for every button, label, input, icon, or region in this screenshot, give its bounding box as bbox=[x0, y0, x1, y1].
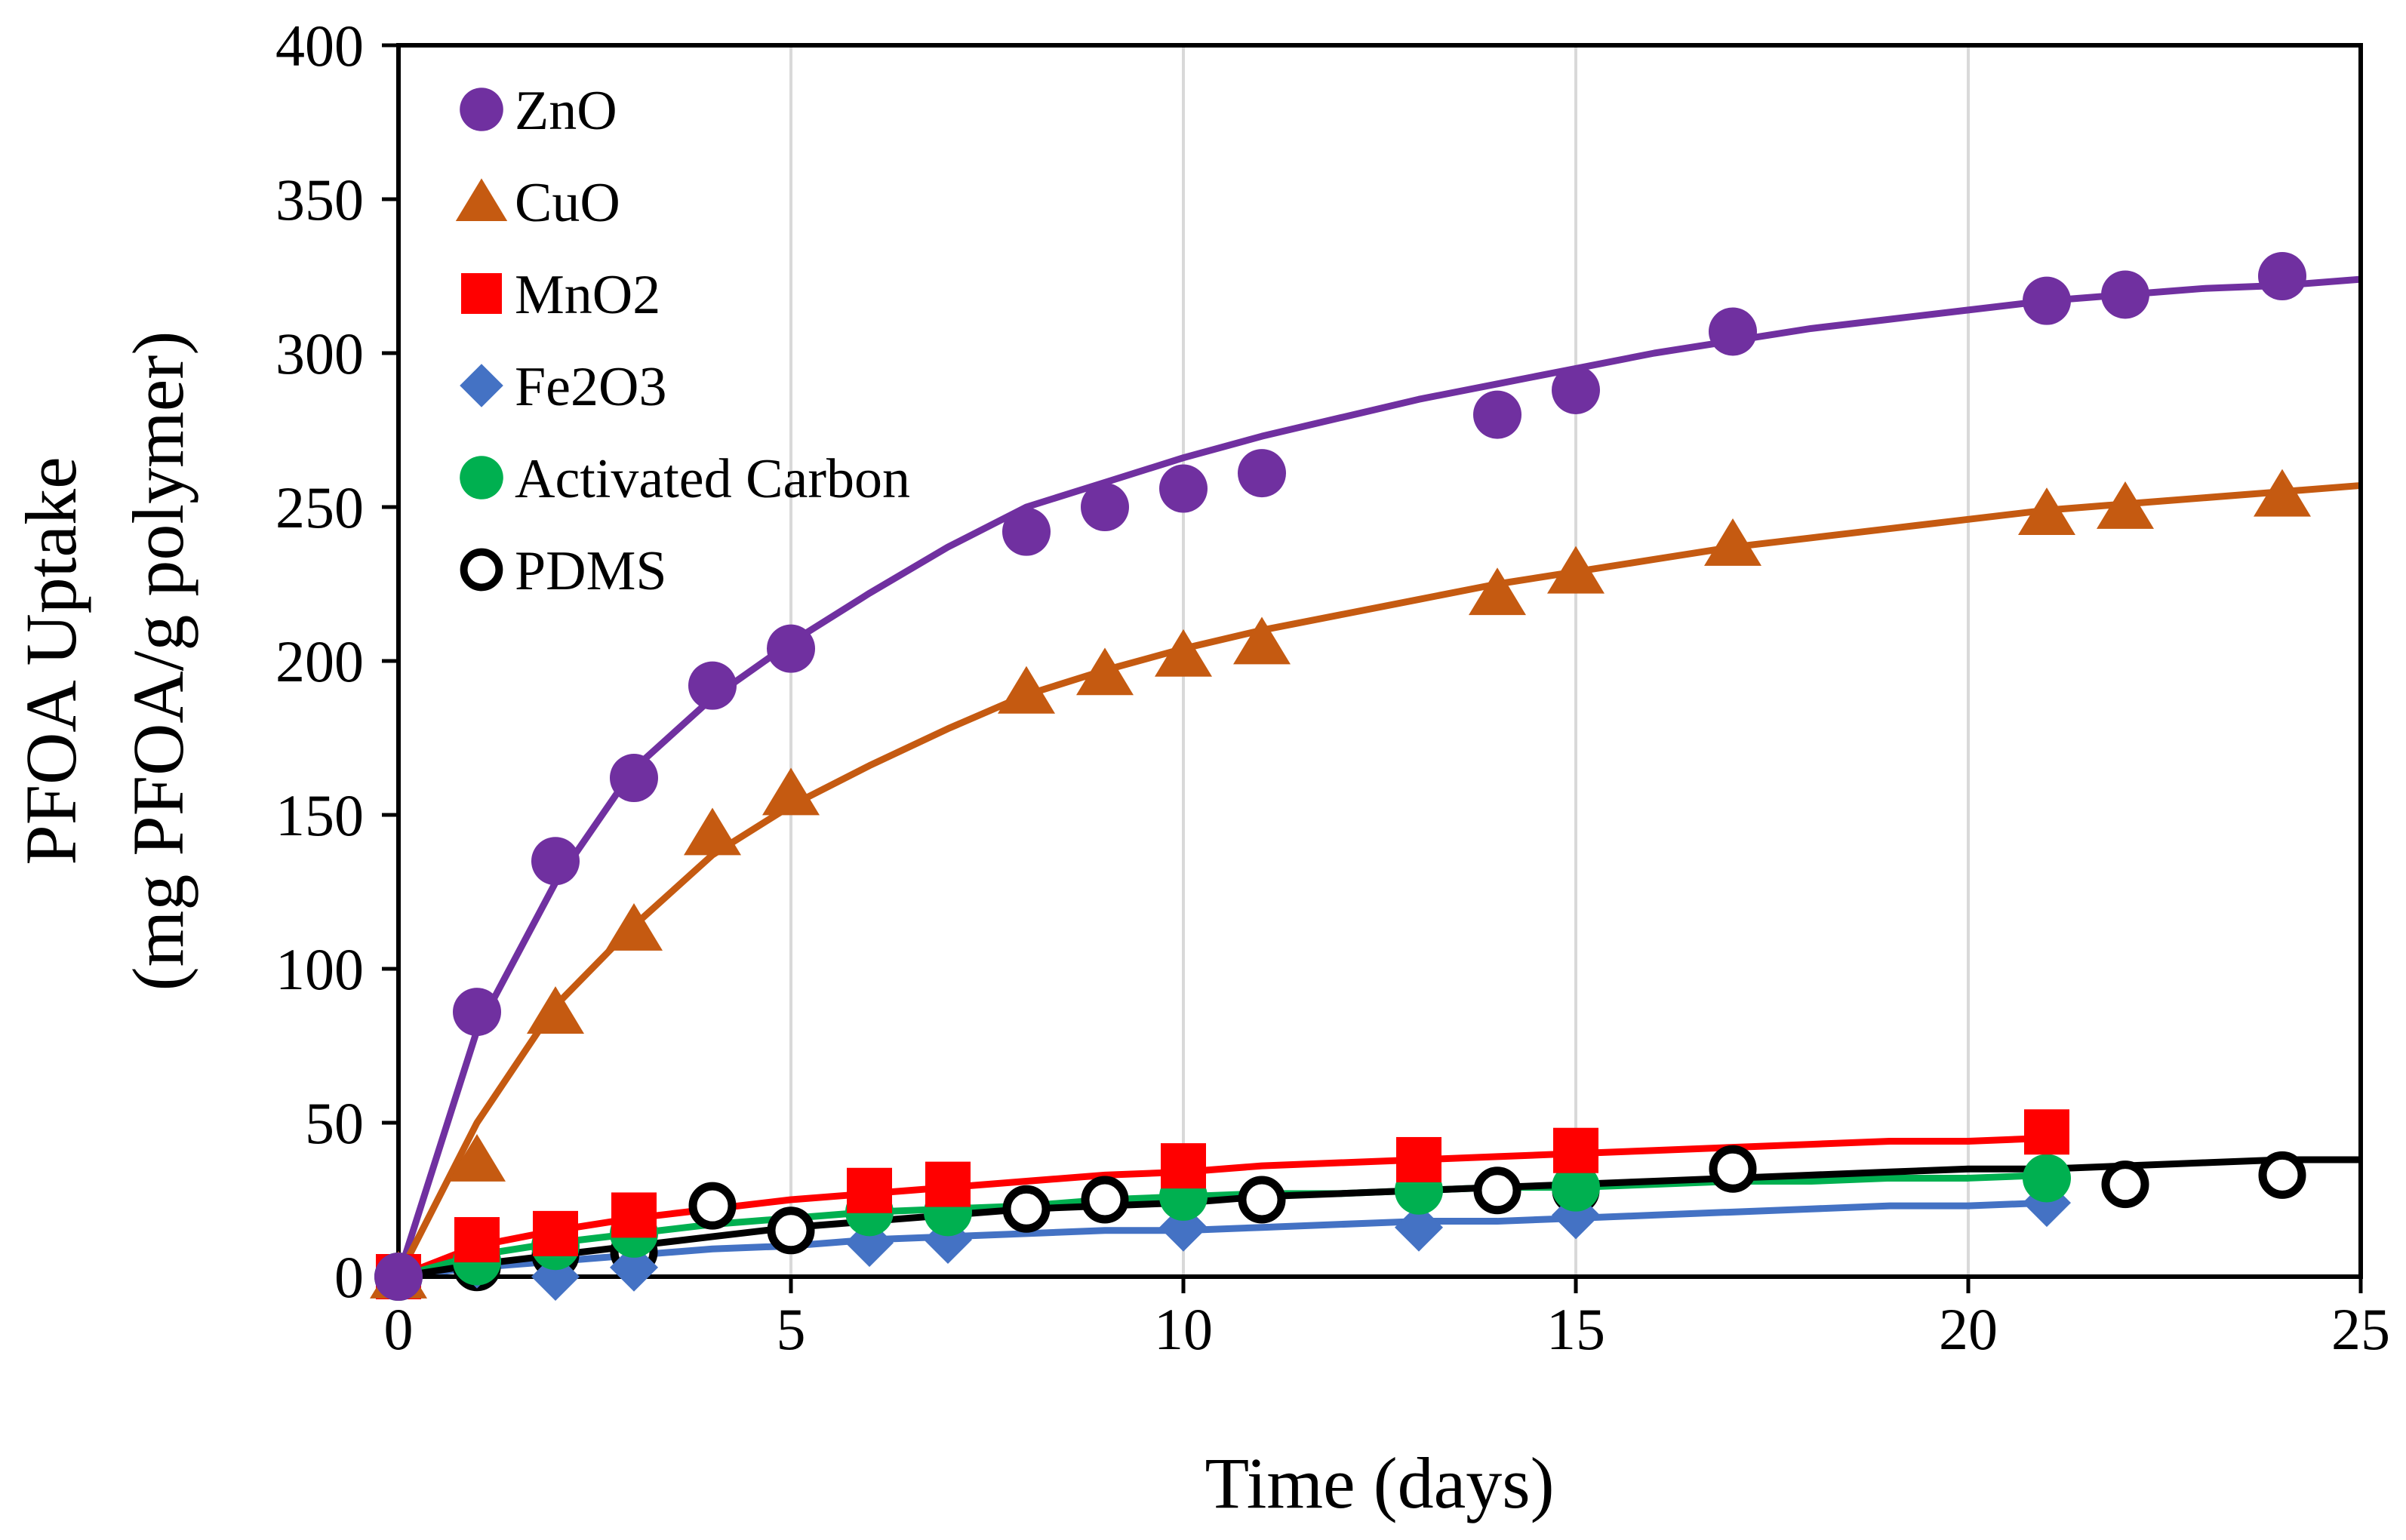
point-cuo-13 bbox=[2018, 487, 2075, 536]
point-cuo-2 bbox=[527, 986, 584, 1034]
point-cuo-8 bbox=[1155, 629, 1212, 677]
legend-item-zno: ZnO bbox=[460, 80, 617, 142]
point-zno-0 bbox=[374, 1253, 423, 1301]
point-zno-4 bbox=[688, 661, 737, 710]
y-tick-label-150: 150 bbox=[275, 782, 364, 848]
point-zno-3 bbox=[610, 754, 658, 803]
point-cuo-6 bbox=[998, 665, 1055, 714]
fit-line-fe2o3 bbox=[398, 1199, 2048, 1280]
legend-label-activated-carbon: Activated Carbon bbox=[515, 448, 910, 510]
x-tick-label-10: 10 bbox=[1154, 1296, 1213, 1362]
point-zno-1 bbox=[453, 988, 501, 1037]
point-zno-2 bbox=[531, 837, 580, 886]
point-cuo-10 bbox=[1469, 567, 1526, 616]
legend-marker-cuo bbox=[455, 178, 508, 222]
legend-label-mno2: MnO2 bbox=[515, 264, 660, 326]
point-pdms-15 bbox=[2258, 1151, 2306, 1199]
point-cuo-3 bbox=[605, 902, 663, 951]
point-cuo-5 bbox=[762, 767, 820, 816]
point-pdms-10 bbox=[1473, 1167, 1521, 1215]
point-zno-10 bbox=[1473, 390, 1521, 439]
point-mno2-3 bbox=[611, 1192, 657, 1238]
point-cuo-14 bbox=[2097, 481, 2154, 529]
x-tick-label-0: 0 bbox=[384, 1296, 414, 1362]
point-zno-9 bbox=[1238, 449, 1286, 498]
point-pdms-9 bbox=[1238, 1176, 1286, 1224]
point-activated-carbon-8 bbox=[1552, 1163, 1600, 1212]
y-tick-label-400: 400 bbox=[275, 13, 364, 78]
legend-marker-fe2o3 bbox=[460, 364, 503, 407]
legend-marker-pdms bbox=[460, 548, 503, 592]
y-tick-label-200: 200 bbox=[275, 629, 364, 694]
legend-item-cuo: CuO bbox=[455, 172, 620, 234]
y-tick-label-100: 100 bbox=[275, 936, 364, 1002]
legend-marker-mno2 bbox=[461, 273, 502, 314]
data-points bbox=[370, 252, 2311, 1301]
legend-marker-zno bbox=[460, 88, 503, 131]
point-fe2o3-7 bbox=[1395, 1203, 1443, 1252]
point-pdms-12 bbox=[1709, 1145, 1757, 1193]
point-mno2-8 bbox=[1553, 1127, 1598, 1173]
point-cuo-4 bbox=[684, 807, 741, 856]
legend-label-fe2o3: Fe2O3 bbox=[515, 356, 666, 418]
point-pdms-5 bbox=[767, 1206, 815, 1255]
point-zno-12 bbox=[1709, 307, 1757, 356]
point-pdms-7 bbox=[1081, 1176, 1129, 1224]
legend-label-pdms: PDMS bbox=[515, 540, 667, 602]
legend-item-fe2o3: Fe2O3 bbox=[460, 356, 666, 418]
x-axis-title: Time (days) bbox=[1205, 1443, 1554, 1523]
point-mno2-1 bbox=[454, 1217, 500, 1263]
point-mno2-6 bbox=[1161, 1143, 1206, 1189]
point-zno-8 bbox=[1159, 464, 1208, 513]
series-mno2 bbox=[376, 1109, 2069, 1299]
y-tick-label-250: 250 bbox=[275, 475, 364, 540]
point-pdms-4 bbox=[688, 1182, 737, 1230]
legend-item-pdms: PDMS bbox=[460, 540, 667, 602]
y-axis-title-line1: PFOA Uptake bbox=[11, 456, 91, 865]
point-cuo-1 bbox=[448, 1133, 506, 1182]
point-cuo-9 bbox=[1233, 616, 1291, 665]
fit-line-activated-carbon bbox=[397, 1171, 2048, 1280]
point-cuo-7 bbox=[1076, 647, 1134, 696]
legend-item-mno2: MnO2 bbox=[461, 264, 660, 326]
point-mno2-7 bbox=[1396, 1136, 1441, 1182]
y-axis-title-line2: (mg PFOA/g polymer) bbox=[118, 331, 198, 991]
point-pdms-14 bbox=[2101, 1160, 2149, 1209]
point-mno2-2 bbox=[533, 1210, 578, 1256]
legend-label-cuo: CuO bbox=[515, 172, 620, 234]
point-zno-13 bbox=[2023, 276, 2071, 325]
legend-marker-activated-carbon bbox=[460, 456, 503, 500]
point-zno-5 bbox=[767, 624, 815, 673]
point-mno2-4 bbox=[847, 1167, 892, 1213]
point-pdms-6 bbox=[1002, 1185, 1051, 1233]
point-cuo-11 bbox=[1547, 546, 1605, 594]
x-tick-label-15: 15 bbox=[1546, 1296, 1605, 1362]
y-tick-label-300: 300 bbox=[275, 321, 364, 386]
point-cuo-12 bbox=[1704, 518, 1761, 566]
x-tick-label-25: 25 bbox=[2331, 1296, 2390, 1362]
x-tick-label-5: 5 bbox=[777, 1296, 806, 1362]
legend-item-activated-carbon: Activated Carbon bbox=[460, 448, 910, 510]
y-tick-label-0: 0 bbox=[334, 1244, 364, 1310]
legend: ZnO CuO MnO2 Fe2O3 Activated Carbon PDMS bbox=[455, 80, 910, 602]
point-zno-15 bbox=[2258, 252, 2306, 300]
x-tick-label-20: 20 bbox=[1939, 1296, 1998, 1362]
y-tick-label-50: 50 bbox=[305, 1090, 364, 1156]
point-activated-carbon-9 bbox=[2023, 1154, 2071, 1203]
point-zno-11 bbox=[1552, 365, 1600, 414]
point-zno-14 bbox=[2101, 270, 2149, 319]
point-zno-6 bbox=[1002, 507, 1051, 556]
axis-ticks bbox=[382, 43, 2363, 1293]
point-cuo-15 bbox=[2254, 469, 2311, 517]
point-zno-7 bbox=[1081, 483, 1129, 531]
y-tick-label-350: 350 bbox=[275, 167, 364, 232]
point-mno2-5 bbox=[925, 1161, 971, 1207]
fit-line-mno2 bbox=[397, 1134, 2048, 1280]
point-fe2o3-3 bbox=[610, 1243, 658, 1292]
point-mno2-9 bbox=[2024, 1109, 2069, 1155]
series-zno bbox=[374, 252, 2306, 1301]
legend-label-zno: ZnO bbox=[515, 80, 617, 142]
